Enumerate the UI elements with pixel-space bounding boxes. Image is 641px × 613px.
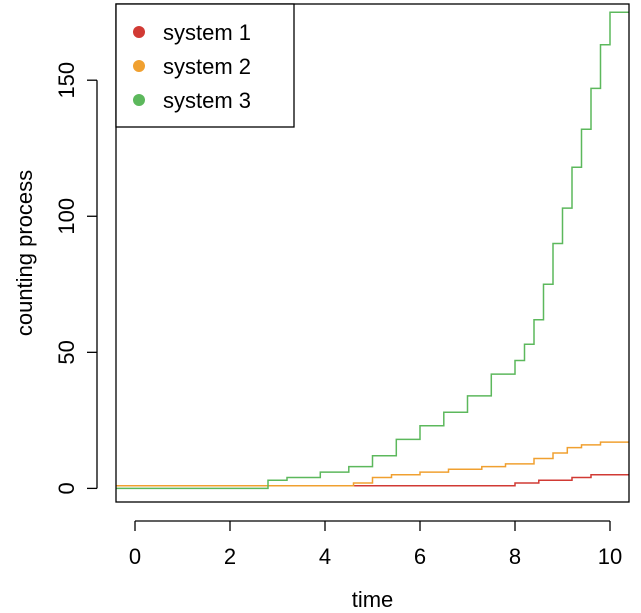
legend-label: system 1 xyxy=(163,20,251,45)
plot-frame xyxy=(115,3,630,503)
x-axis: 0 2 4 6 8 10 xyxy=(129,520,622,569)
legend-label: system 2 xyxy=(163,54,251,79)
legend: system 1 system 2 system 3 xyxy=(115,3,295,128)
x-tick-label: 4 xyxy=(319,544,331,569)
series-line-1 xyxy=(116,474,629,487)
x-tick-label: 8 xyxy=(509,544,521,569)
x-tick-label: 0 xyxy=(129,544,141,569)
y-axis-label: counting process xyxy=(12,170,37,336)
y-tick-label: 150 xyxy=(54,62,79,99)
x-axis-label: time xyxy=(352,587,394,612)
y-tick-label: 0 xyxy=(54,482,79,494)
legend-marker xyxy=(133,26,145,38)
x-tick-label: 2 xyxy=(224,544,236,569)
series-layer xyxy=(116,11,629,490)
legend-marker xyxy=(133,94,145,106)
legend-marker xyxy=(133,60,145,72)
y-tick-label: 50 xyxy=(54,340,79,364)
series-line-2 xyxy=(116,441,629,487)
x-tick-label: 10 xyxy=(598,544,622,569)
x-tick-label: 6 xyxy=(414,544,426,569)
legend-label: system 3 xyxy=(163,88,251,113)
y-tick-label: 100 xyxy=(54,198,79,235)
series-line-3 xyxy=(116,11,629,490)
y-axis: 0 50 100 150 xyxy=(54,62,98,495)
legend-box xyxy=(115,3,295,128)
